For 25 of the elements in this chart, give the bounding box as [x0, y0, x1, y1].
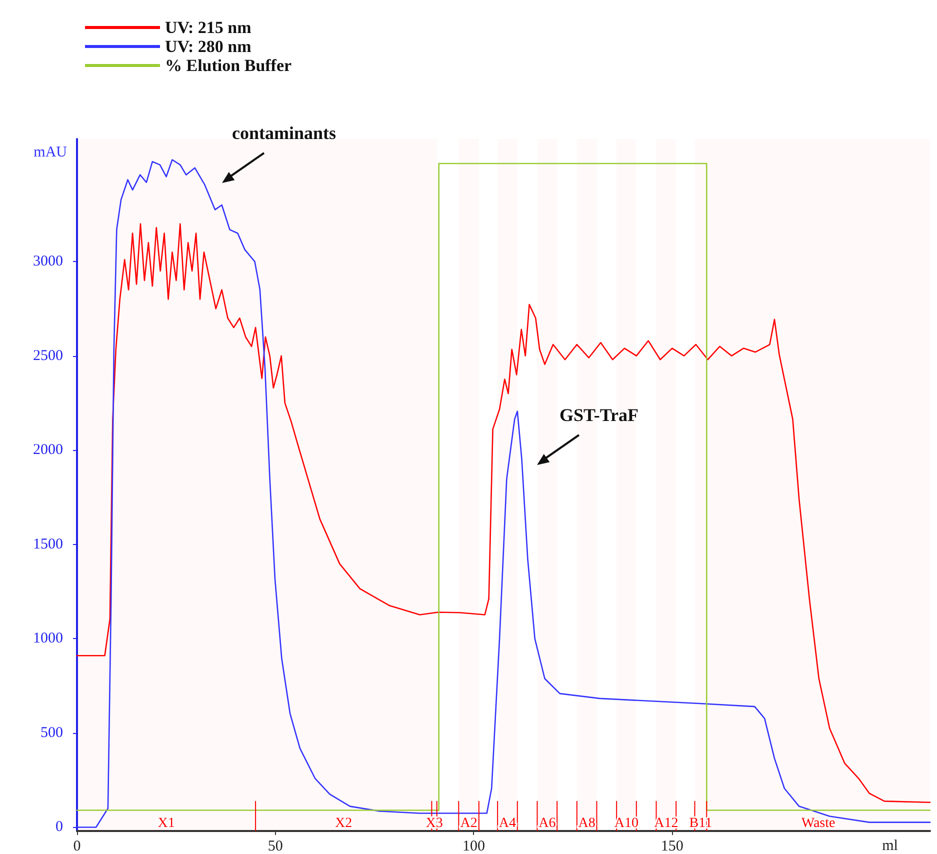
band-label: Waste — [801, 816, 836, 831]
band-label: A2 — [460, 816, 478, 831]
y-tick-label: 2500 — [33, 348, 63, 364]
x-tick-label: 100 — [462, 838, 485, 854]
legend-label: UV: 215 nm — [165, 18, 252, 37]
annotation: contaminants — [232, 123, 336, 143]
band-label: X2 — [335, 816, 352, 831]
x-axis-title: ml — [882, 838, 898, 854]
y-tick-label: 1000 — [33, 630, 63, 647]
annotation: GST-TraF — [559, 405, 639, 425]
band-label: A4 — [498, 816, 516, 831]
y-tick-label: 3000 — [33, 254, 63, 270]
band-label: A8 — [578, 816, 596, 831]
x-tick-label: 0 — [73, 838, 81, 854]
y-tick-label: 2000 — [33, 442, 63, 458]
y-tick-label: 1500 — [33, 536, 63, 552]
legend-label: % Elution Buffer — [165, 56, 292, 75]
band-label: X1 — [158, 816, 175, 831]
y-tick-label: 0 — [56, 819, 63, 836]
legend-label: UV: 280 nm — [165, 37, 252, 56]
y-tick-label: 500 — [40, 724, 63, 741]
band-label: A6 — [538, 816, 556, 831]
x-tick-label: 150 — [660, 838, 684, 854]
x-tick-label: 50 — [268, 838, 283, 854]
y-axis-title: mAU — [34, 144, 68, 160]
